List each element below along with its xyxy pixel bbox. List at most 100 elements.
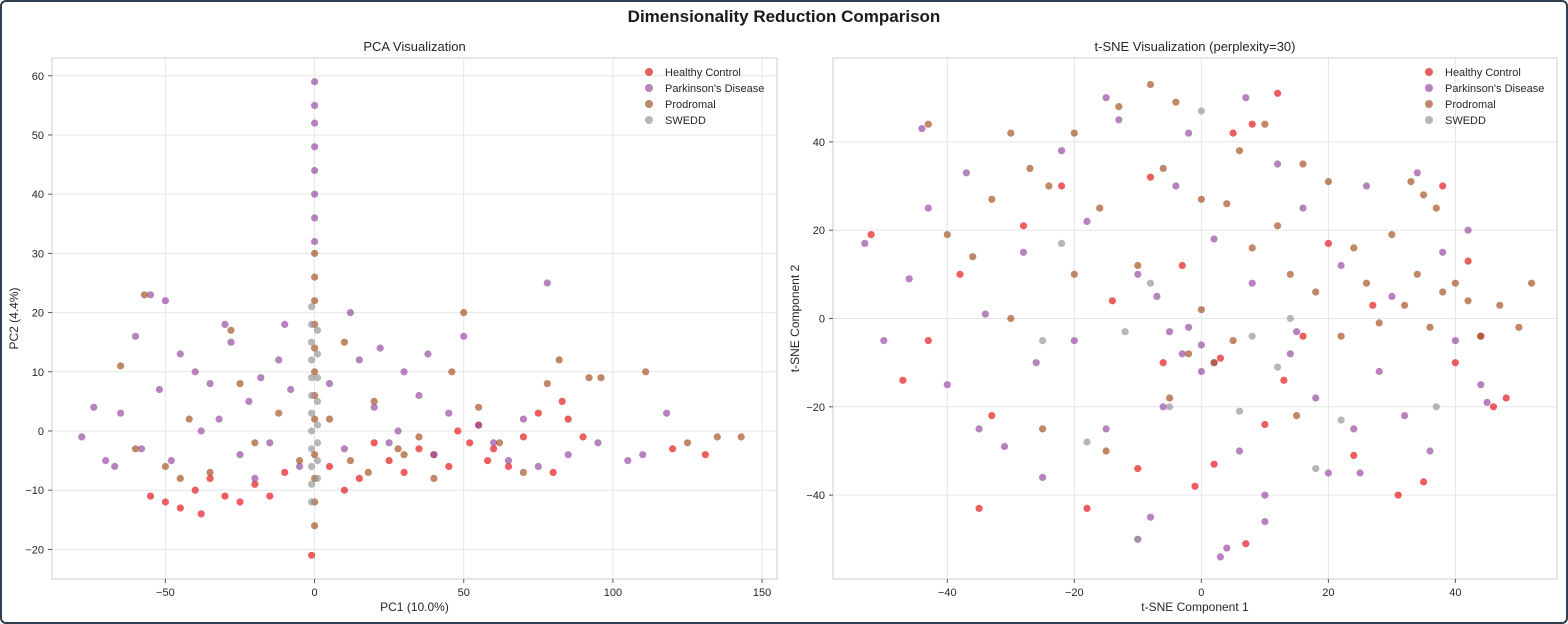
pca-point [275,356,283,364]
tsne-point [1299,160,1307,168]
tsne-ytick-label: 20 [813,225,825,237]
tsne-point [1350,425,1358,433]
pca-point [308,498,316,506]
tsne-point [1134,535,1142,543]
tsne-point [1172,98,1180,106]
tsne-point [1134,261,1142,270]
tsne-point [1019,248,1028,256]
tsne-point [867,231,875,239]
pca-point [460,309,468,317]
tsne-chart: −40 −20 0 20 40 −40 −20 0 20 40 t-SNE Visualizatio… [788,39,1558,614]
pca-point [639,451,647,459]
tsne-point [1235,447,1244,455]
tsne-point [1039,425,1047,433]
pca-ytick-label: 60 [32,71,44,83]
tsne-point [1337,332,1345,340]
tsne-ytick-label: −40 [806,490,825,502]
pca-point [311,273,319,281]
pca-point [311,451,319,459]
pca-point [454,427,462,435]
pca-point [624,457,632,465]
tsne-point [1216,354,1224,362]
pca-point [519,415,528,423]
tsne-point [1426,323,1434,331]
pca-point [146,492,155,500]
pca-ytick-label: −10 [25,485,44,497]
tsne-point [1102,94,1110,102]
pca-point [370,439,378,447]
tsne-point [1039,337,1047,345]
pca-ylabel: PC2 (4.4%) [7,287,21,349]
tsne-legend-marker [1425,116,1433,124]
tsne-point [1223,544,1231,552]
tsne-point [1286,270,1294,278]
pca-point [191,368,199,376]
pca-point [430,474,438,482]
tsne-point [1159,164,1167,172]
tsne-point [1070,337,1078,345]
pca-point [355,474,363,482]
pca-point [385,439,393,447]
tsne-point [1178,261,1186,270]
pca-point [308,551,316,559]
tsne-point [1324,178,1332,186]
pca-point [504,457,513,465]
pca-point [445,462,453,471]
tsne-xtick-label: −20 [1065,587,1084,599]
pca-point [155,385,163,394]
pca-point [197,510,205,518]
tsne-point [1350,244,1358,252]
tsne-point [1146,513,1155,521]
figure-title: Dimensionality Reduction Comparison [628,7,941,26]
tsne-point [1083,438,1091,446]
tsne-point [1058,239,1066,247]
tsne-point [1451,359,1459,367]
tsne-point [1210,235,1218,243]
pca-point [585,374,593,382]
tsne-ytick-label: 0 [819,314,825,326]
pca-point [313,397,322,405]
pca-point [313,474,322,482]
pca-point [311,368,319,376]
tsne-point [1312,394,1320,402]
tsne-legend-marker [1425,100,1433,108]
tsne-point [1115,103,1123,111]
tsne-point [1178,350,1186,358]
pca-point [669,445,677,453]
pca-point [325,415,334,423]
pca-point [176,350,184,358]
tsne-point [1489,403,1498,411]
tsne-point [1388,231,1396,239]
pca-ytick-label: 30 [32,248,44,260]
pca-xtick-label: 50 [458,587,470,599]
tsne-point [1146,173,1155,181]
pca-xtick-label: 100 [604,587,622,599]
tsne-ylabel: t-SNE Component 2 [788,264,802,372]
pca-point [394,445,402,453]
pca-point [161,498,169,506]
tsne-point [1242,540,1250,548]
tsne-point [956,270,964,278]
tsne-point [1134,270,1142,278]
tsne-point [1451,279,1459,287]
tsne-point [1248,120,1256,128]
pca-xtick-label: −50 [156,587,175,599]
pca-ytick-label: −20 [25,544,44,556]
pca-point [534,409,542,417]
pca-point [221,492,229,500]
pca-point [445,409,453,417]
tsne-series-healthy-control [867,89,1510,548]
pca-point [400,451,408,459]
tsne-point [1439,248,1447,256]
tsne-series-parkinson-s-disease [861,94,1491,561]
pca-point [325,462,334,471]
pca-point [137,445,146,453]
tsne-legend-label: Healthy Control [1445,67,1521,79]
tsne-point [880,337,888,345]
tsne-point [1439,182,1447,190]
pca-point [466,439,474,447]
pca-point [340,445,348,453]
tsne-point [1197,107,1205,115]
tsne-point [1293,328,1301,336]
